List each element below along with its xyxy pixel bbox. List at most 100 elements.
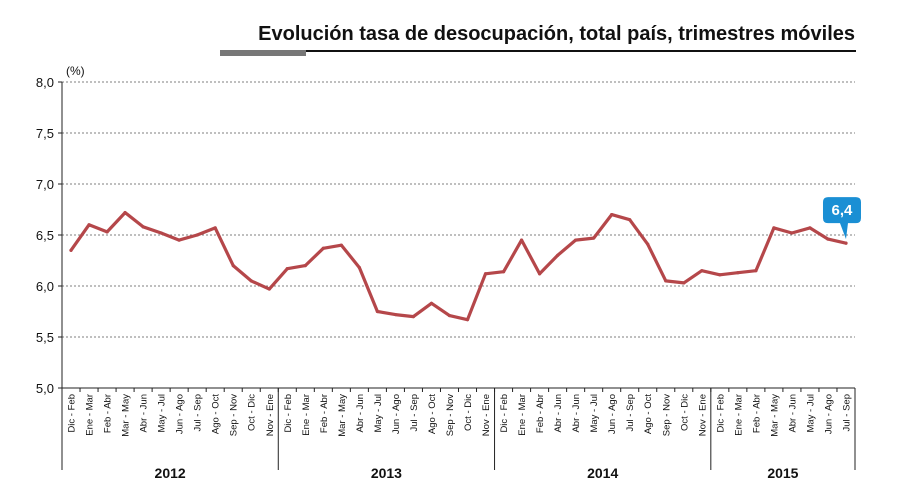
data-point: [339, 243, 343, 247]
x-tick-label: Abr - Jun: [553, 394, 564, 433]
data-point: [357, 266, 361, 270]
x-tick-label: Feb - Abr: [319, 394, 330, 433]
y-tick-label: 6,5: [36, 228, 54, 243]
data-point: [231, 264, 235, 268]
data-point: [393, 312, 398, 317]
x-tick-label: Dic - Feb: [715, 394, 726, 433]
x-tick-label: Ene - Mar: [301, 394, 312, 436]
data-point: [790, 231, 794, 235]
data-point: [610, 213, 614, 217]
x-tick-label: Jul - Sep: [193, 394, 204, 432]
x-tick-label: Mar - May: [769, 394, 780, 437]
y-tick-label: 5,0: [36, 381, 54, 396]
x-tick-label: Ago - Oct: [427, 394, 438, 434]
data-point: [501, 270, 506, 274]
data-point: [447, 313, 452, 318]
y-tick-label: 7,0: [36, 177, 54, 192]
x-tick-label: Feb - Abr: [751, 394, 762, 433]
x-tick-label: Jun - Ago: [607, 394, 618, 434]
x-tick-label: May - Jul: [373, 394, 384, 433]
data-point: [429, 301, 434, 305]
x-tick-label: Feb - Abr: [103, 394, 114, 433]
year-label: 2013: [371, 465, 402, 481]
series-line: [69, 211, 848, 322]
x-tick-label: May - Jul: [589, 394, 600, 433]
data-point: [267, 287, 271, 291]
x-tick-label: Sep - Nov: [229, 394, 240, 436]
gridlines: [62, 81, 855, 338]
data-point: [574, 238, 578, 242]
callout-label: 6,4: [832, 202, 854, 219]
x-tick-label: Dic - Feb: [499, 394, 510, 433]
x-tick-label: Oct - Dic: [463, 394, 474, 431]
data-point: [303, 264, 307, 268]
data-point: [646, 242, 650, 246]
data-point: [844, 241, 848, 245]
data-point: [375, 309, 379, 314]
x-tick-label: Nov - Ene: [265, 394, 276, 436]
series-layer: [69, 210, 848, 322]
data-point: [123, 210, 127, 215]
y-tick-label: 8,0: [36, 75, 54, 90]
x-tick-label: Dic - Feb: [67, 394, 78, 433]
y-tick-label: 5,5: [36, 330, 54, 345]
data-point: [321, 246, 325, 250]
x-tick-label: May - Jul: [805, 394, 816, 433]
x-tick-label: Abr - Jun: [571, 394, 582, 433]
x-axis-ticks: Dic - Feb Ene - Mar Feb - Abr Mar - May Abr …: [61, 388, 856, 437]
data-point: [249, 279, 253, 283]
data-point: [664, 279, 668, 283]
x-tick-label: Ene - Mar: [85, 394, 96, 436]
chart-title: Evolución tasa de desocupación, total pa…: [258, 23, 855, 45]
data-point: [69, 248, 73, 252]
x-tick-label: Sep - Nov: [661, 394, 672, 436]
x-tick-label: Jun - Ago: [175, 394, 186, 434]
data-point: [141, 225, 145, 229]
x-tick-label: Ago - Oct: [643, 394, 654, 434]
data-point: [195, 233, 199, 237]
y-axis-ticks: 5,0 5,5 6,0 6,5 7,0 7,5 8,0: [36, 75, 62, 396]
data-point: [772, 226, 776, 230]
callout-bubble: [822, 197, 861, 240]
data-point: [808, 226, 812, 230]
x-tick-label: Mar - May: [121, 394, 132, 437]
y-unit-label: (%): [66, 64, 85, 78]
x-tick-label: Nov - Ene: [697, 394, 708, 436]
x-tick-label: Feb - Abr: [535, 394, 546, 433]
data-point: [718, 273, 722, 277]
x-tick-label: Abr - Jun: [787, 394, 798, 433]
x-tick-label: Jul - Sep: [625, 394, 636, 432]
data-point: [826, 237, 830, 241]
title-accent-bar: [220, 50, 306, 56]
x-tick-label: Jun - Ago: [823, 394, 834, 434]
data-point: [159, 231, 163, 235]
data-point: [285, 267, 289, 271]
x-tick-label: Mar - May: [337, 394, 348, 437]
data-point: [538, 272, 542, 276]
data-point: [87, 223, 91, 227]
x-tick-label: Ene - Mar: [517, 394, 528, 436]
data-point: [682, 281, 686, 285]
value-callout: 6,4: [822, 197, 861, 240]
x-tick-label: Nov - Ene: [481, 394, 492, 436]
x-tick-label: Jul - Sep: [409, 394, 420, 432]
title-underline: [220, 50, 856, 52]
x-tick-label: Jul - Sep: [841, 394, 852, 432]
x-tick-label: Oct - Dic: [679, 394, 690, 431]
data-point: [592, 236, 596, 240]
x-tick-label: Jun - Ago: [391, 394, 402, 434]
y-tick-label: 7,5: [36, 126, 54, 141]
y-tick-label: 6,0: [36, 279, 54, 294]
data-point: [754, 269, 758, 273]
data-point: [556, 253, 560, 257]
data-point: [519, 238, 524, 242]
data-point: [483, 272, 488, 276]
x-tick-label: Sep - Nov: [445, 394, 456, 436]
year-label: 2014: [587, 465, 618, 481]
data-point: [177, 238, 181, 242]
x-tick-label: May - Jul: [157, 394, 168, 433]
year-axis: 2012 2013 2014 2015: [61, 388, 856, 481]
x-tick-label: Ago - Oct: [211, 394, 222, 434]
data-point: [105, 230, 109, 234]
x-tick-label: Oct - Dic: [247, 394, 258, 431]
